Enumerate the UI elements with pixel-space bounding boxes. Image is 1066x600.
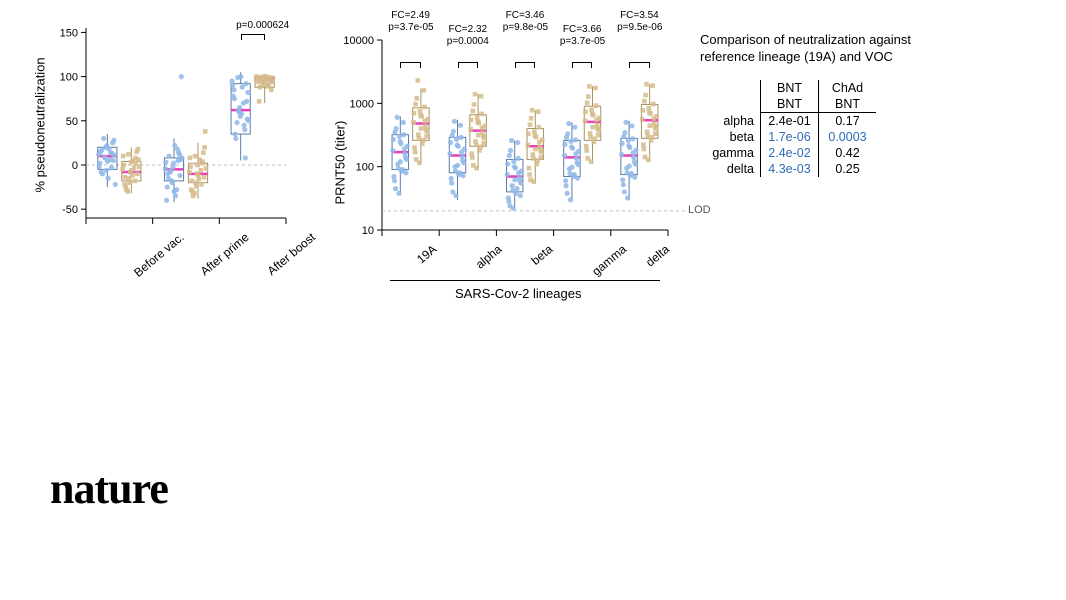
svg-text:10: 10 [362,225,374,237]
comparison-caption: Comparison of neutralization against ref… [700,32,930,66]
table-row-label: gamma [700,145,760,161]
x-axis-title: SARS-Cov-2 lineages [455,286,581,301]
table-cell: 0.17 [818,113,876,129]
comparison-table: Comparison of neutralization against ref… [700,32,930,177]
comparison-grid: BNTChAdBNTBNTalpha2.4e-010.17beta1.7e-06… [700,80,876,177]
stat-bracket [400,62,421,63]
p-annotation: p=9.5e-06 [617,22,662,33]
svg-text:150: 150 [60,27,78,39]
table-row: gamma2.4e-020.42 [700,145,876,161]
x-group-underline [390,280,660,281]
stat-annotation: p=0.000624 [231,20,295,31]
table-cell: 4.3e-03 [760,161,818,177]
chart-prnt50: 10100100010000PRNT50 (titer)LOD19Aalphab… [320,10,680,310]
p-annotation: p=3.7e-05 [560,36,605,47]
svg-text:1000: 1000 [350,98,374,110]
table-col-header: BNT [818,96,876,113]
table-cell: 2.4e-01 [760,113,818,129]
lod-label: LOD [688,204,711,216]
fc-annotation: FC=3.66 [560,24,605,35]
fc-annotation: FC=3.46 [503,10,548,21]
table-col-header: ChAd [818,80,876,96]
table-cell: 1.7e-06 [760,129,818,145]
table-col-header: BNT [760,80,818,96]
nature-logo: nature [50,463,168,514]
svg-text:10000: 10000 [343,35,374,47]
table-cell: 0.25 [818,161,876,177]
chart-pseudoneutralization: -50050100150% pseudoneutralizationBefore… [20,10,300,270]
fc-annotation: FC=3.54 [617,10,662,21]
svg-text:100: 100 [356,162,374,174]
fc-annotation: FC=2.49 [388,10,433,21]
figure-row: -50050100150% pseudoneutralizationBefore… [0,0,1066,310]
table-row: delta4.3e-030.25 [700,161,876,177]
table-row: beta1.7e-060.0003 [700,129,876,145]
p-annotation: p=3.7e-05 [388,22,433,33]
svg-text:0: 0 [72,160,78,172]
table-row-label: alpha [700,113,760,129]
y-axis-label: PRNT50 (titer) [333,65,348,205]
y-axis-label: % pseudoneutralization [33,53,48,193]
table-cell: 2.4e-02 [760,145,818,161]
table-col-header: BNT [760,96,818,113]
table-cell: 0.0003 [818,129,876,145]
p-annotation: p=0.0004 [446,36,491,47]
svg-text:50: 50 [66,116,78,128]
table-row: alpha2.4e-010.17 [700,113,876,129]
svg-text:-50: -50 [62,204,78,216]
stat-bracket [458,62,479,63]
fc-annotation: FC=2.32 [446,24,491,35]
table-row-label: beta [700,129,760,145]
stat-bracket [572,62,593,63]
stat-bracket [241,34,265,35]
stat-bracket [515,62,536,63]
svg-text:100: 100 [60,72,78,84]
table-row-label: delta [700,161,760,177]
p-annotation: p=9.8e-05 [503,22,548,33]
table-cell: 0.42 [818,145,876,161]
stat-bracket [629,62,650,63]
